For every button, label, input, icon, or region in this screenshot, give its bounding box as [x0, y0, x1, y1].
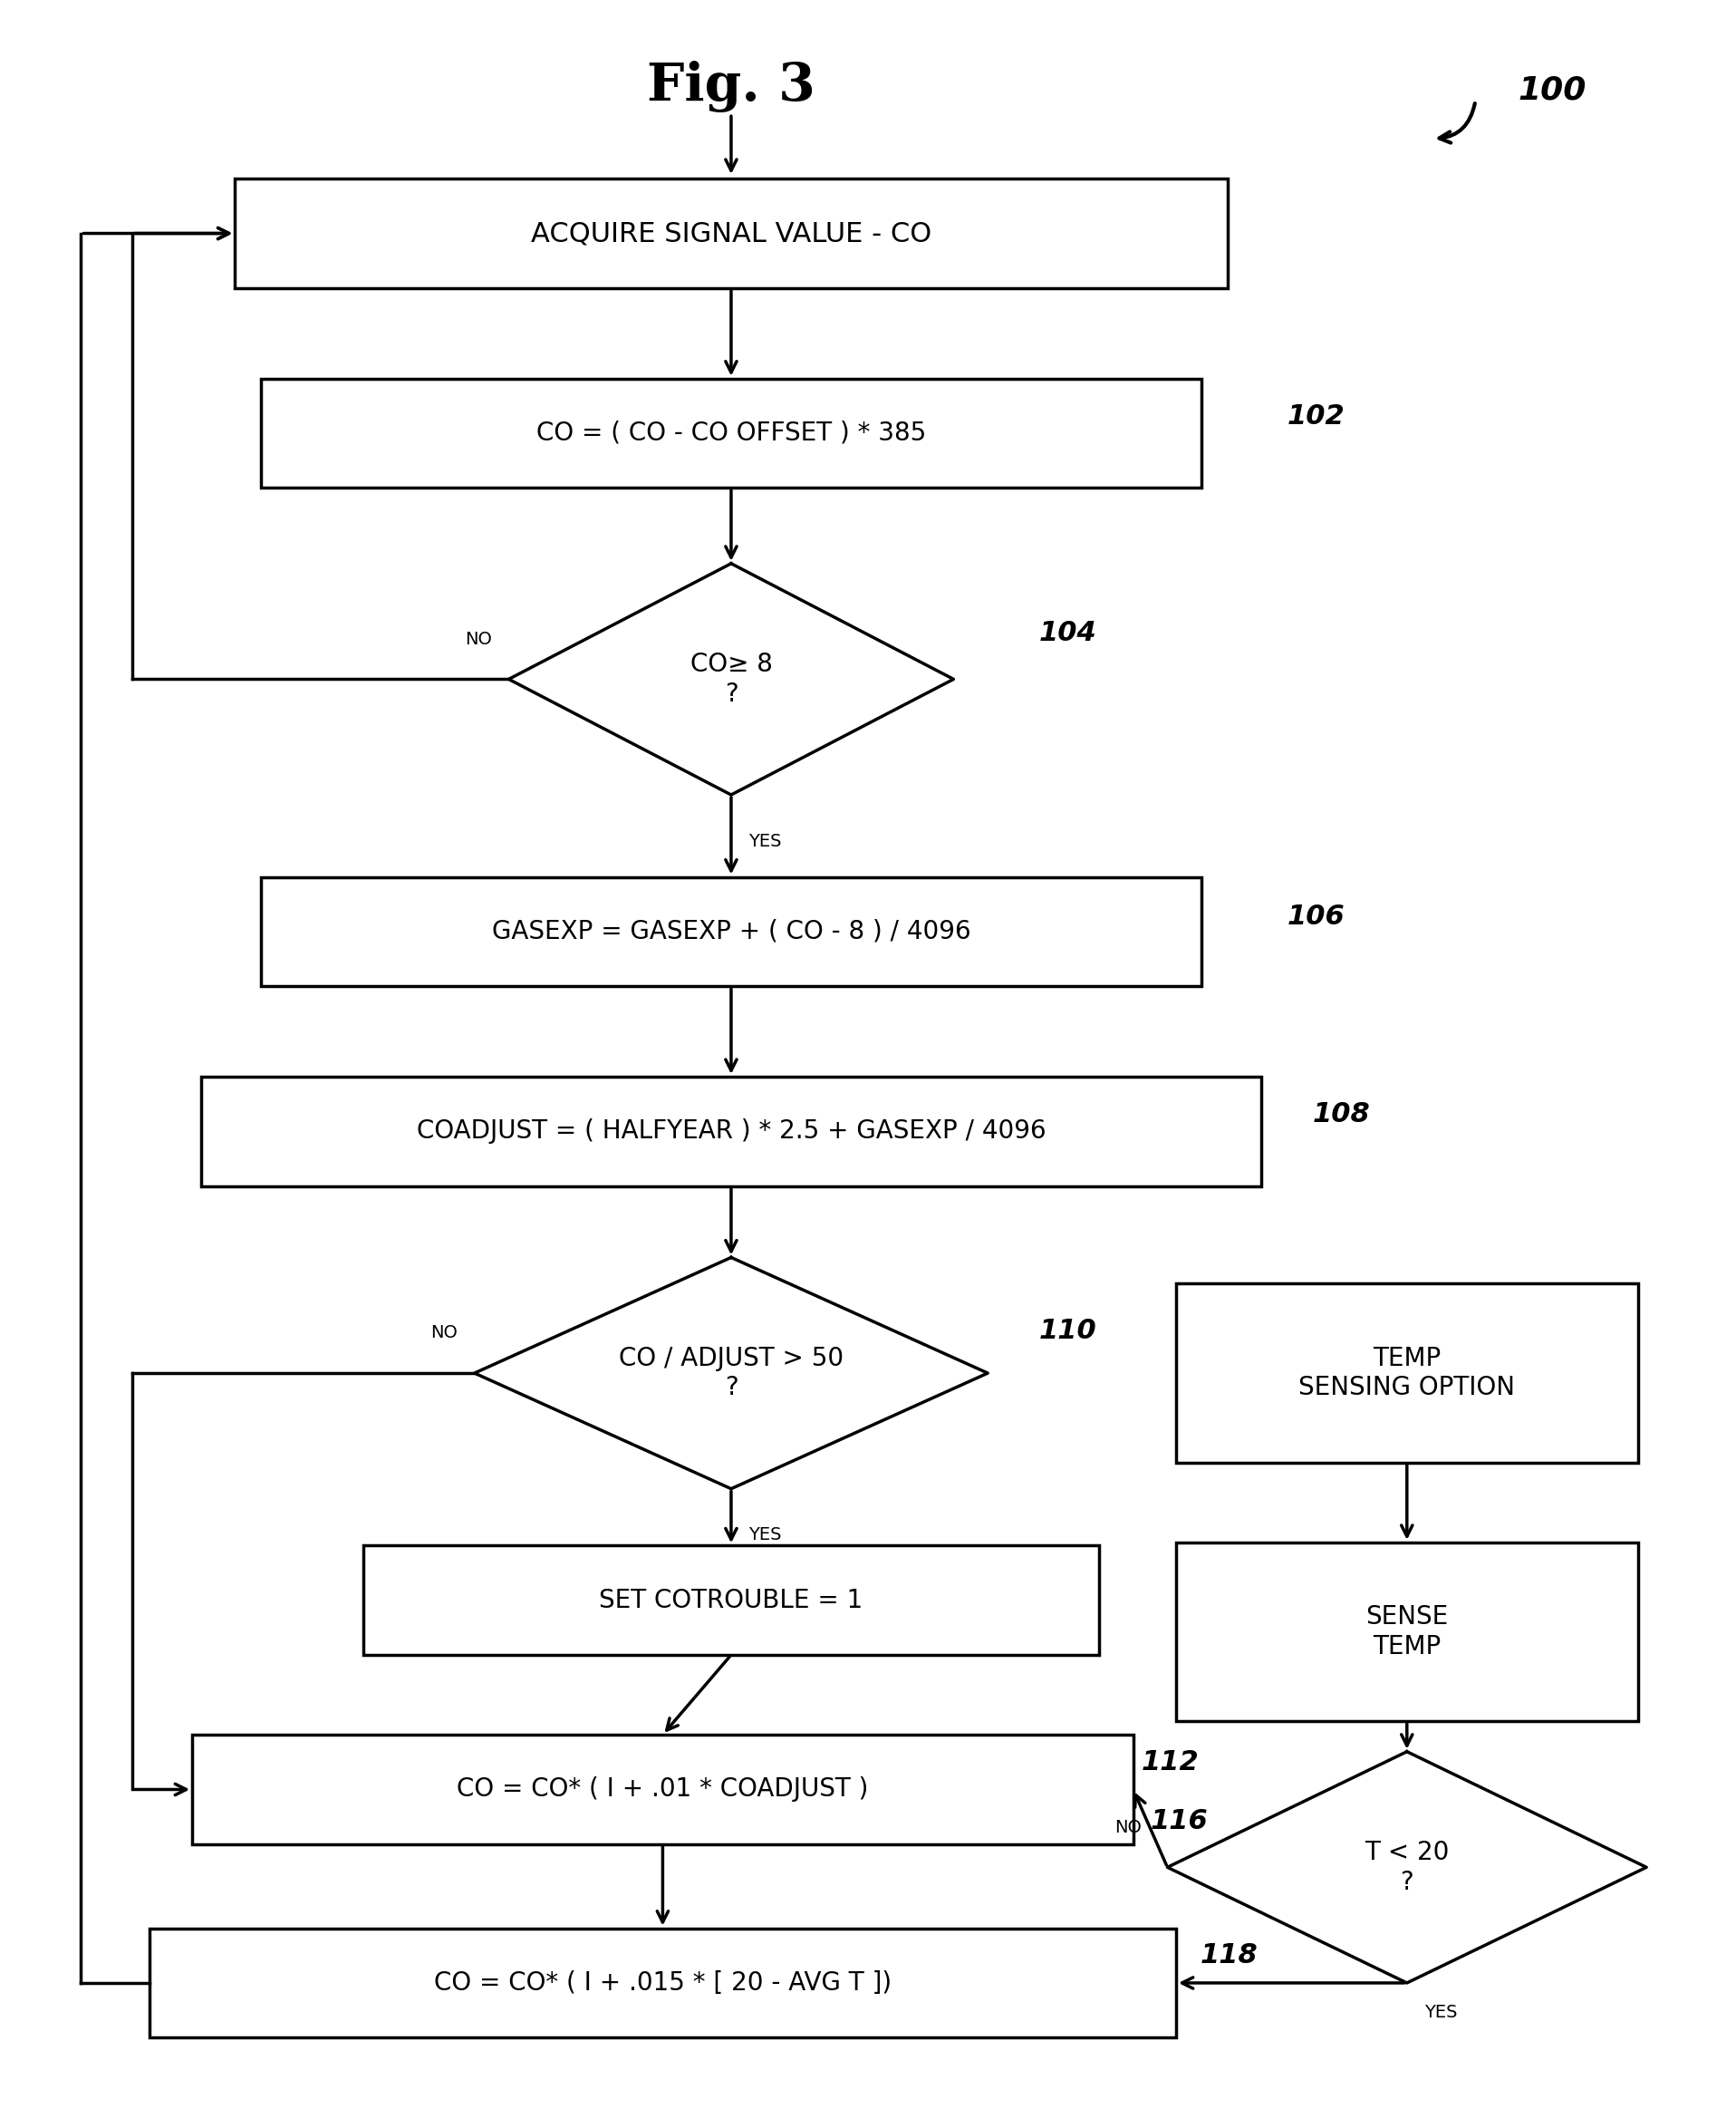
Text: NO: NO — [431, 1324, 457, 1341]
FancyBboxPatch shape — [260, 379, 1201, 487]
FancyBboxPatch shape — [193, 1734, 1134, 1845]
Text: YES: YES — [748, 832, 781, 849]
FancyBboxPatch shape — [201, 1077, 1262, 1185]
Text: COADJUST = ( HALFYEAR ) * 2.5 + GASEXP / 4096: COADJUST = ( HALFYEAR ) * 2.5 + GASEXP /… — [417, 1119, 1045, 1145]
Text: CO = ( CO - CO OFFSET ) * 385: CO = ( CO - CO OFFSET ) * 385 — [536, 421, 925, 447]
Text: 102: 102 — [1286, 402, 1345, 430]
Text: 116: 116 — [1151, 1809, 1208, 1834]
FancyBboxPatch shape — [149, 1928, 1175, 2039]
FancyBboxPatch shape — [234, 179, 1227, 287]
Text: T < 20
?: T < 20 ? — [1364, 1841, 1450, 1894]
Text: 100: 100 — [1517, 74, 1587, 106]
Text: NO: NO — [1115, 1819, 1142, 1836]
Text: 112: 112 — [1142, 1749, 1200, 1775]
Text: YES: YES — [748, 1526, 781, 1543]
FancyBboxPatch shape — [260, 877, 1201, 985]
FancyBboxPatch shape — [363, 1545, 1099, 1656]
Text: 104: 104 — [1040, 619, 1097, 647]
Text: TEMP
SENSING OPTION: TEMP SENSING OPTION — [1299, 1345, 1516, 1400]
FancyBboxPatch shape — [1175, 1283, 1637, 1462]
Text: 106: 106 — [1286, 904, 1345, 930]
Text: CO = CO* ( I + .01 * COADJUST ): CO = CO* ( I + .01 * COADJUST ) — [457, 1777, 868, 1802]
Text: ACQUIRE SIGNAL VALUE - CO: ACQUIRE SIGNAL VALUE - CO — [531, 219, 932, 247]
Text: GASEXP = GASEXP + ( CO - 8 ) / 4096: GASEXP = GASEXP + ( CO - 8 ) / 4096 — [491, 919, 970, 945]
FancyBboxPatch shape — [1175, 1543, 1637, 1722]
Text: SENSE
TEMP: SENSE TEMP — [1366, 1605, 1448, 1660]
Text: CO = CO* ( I + .015 * [ 20 - AVG T ]): CO = CO* ( I + .015 * [ 20 - AVG T ]) — [434, 1971, 892, 1996]
Text: SET COTROUBLE = 1: SET COTROUBLE = 1 — [599, 1587, 863, 1613]
Text: 110: 110 — [1040, 1317, 1097, 1345]
Text: NO: NO — [465, 630, 491, 647]
Text: 118: 118 — [1200, 1943, 1257, 1968]
Text: CO≥ 8
?: CO≥ 8 ? — [689, 651, 773, 706]
Text: CO / ADJUST > 50
?: CO / ADJUST > 50 ? — [618, 1345, 844, 1400]
Text: YES: YES — [1425, 2005, 1458, 2022]
Text: 108: 108 — [1312, 1102, 1371, 1128]
Text: Fig. 3: Fig. 3 — [648, 60, 816, 113]
